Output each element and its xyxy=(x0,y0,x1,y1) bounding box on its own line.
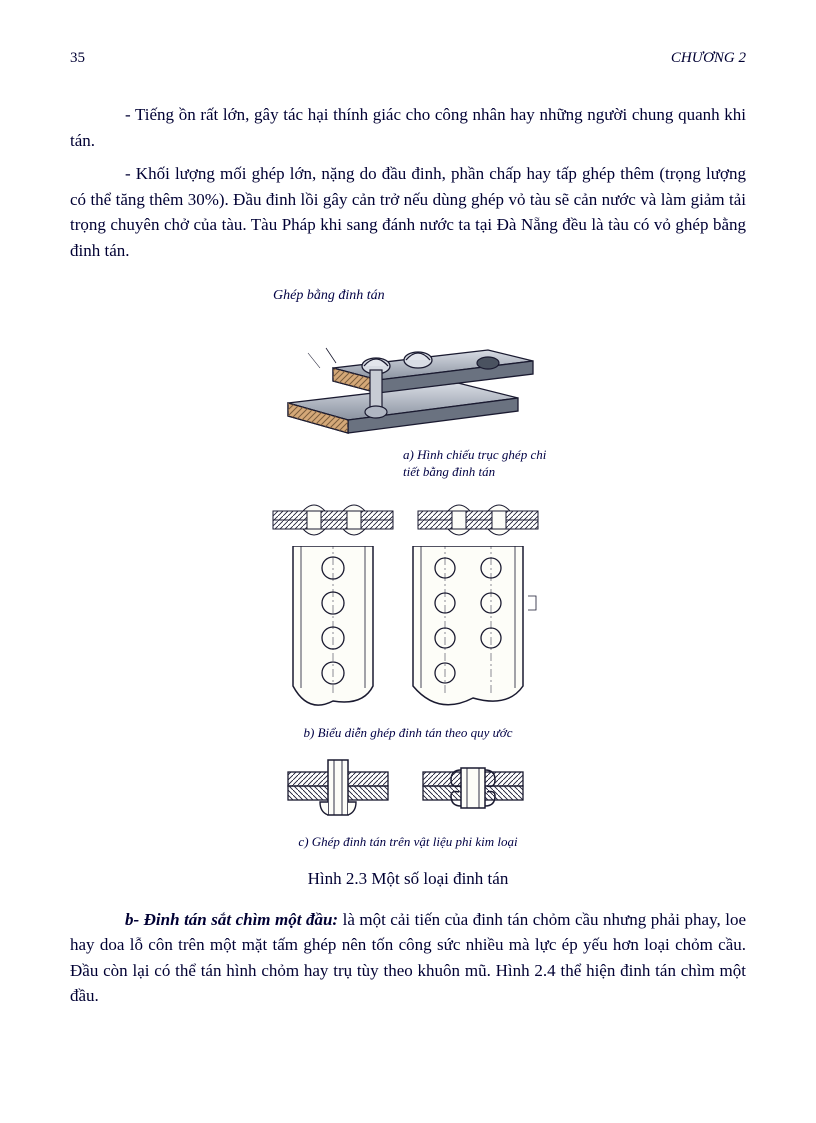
subsection-heading: b- Đinh tán sắt chìm một đầu: xyxy=(125,910,338,929)
page-header: 35 CHƯƠNG 2 xyxy=(70,50,746,67)
figure-b-cross-section xyxy=(258,491,558,546)
figure-2-3: Ghép bằng đinh tán xyxy=(70,288,746,861)
paragraph-1: - Tiếng ồn rất lớn, gây tác hại thính gi… xyxy=(70,102,746,153)
figure-b-plan-view xyxy=(258,546,558,721)
page-number: 35 xyxy=(70,50,85,67)
figure-label-a: a) Hình chiếu trục ghép chi tiết bằng đi… xyxy=(403,447,553,481)
figure-a-isometric xyxy=(258,308,558,443)
paragraph-3: b- Đinh tán sắt chìm một đầu: là một cải… xyxy=(70,907,746,1009)
figure-c-nonmetal xyxy=(268,752,548,830)
figure-top-title: Ghép bằng đinh tán xyxy=(273,288,385,304)
figure-label-c: c) Ghép đinh tán trên vật liệu phi kim l… xyxy=(298,834,517,851)
chapter-label: CHƯƠNG 2 xyxy=(671,50,746,67)
figure-caption: Hình 2.3 Một số loại đinh tán xyxy=(70,869,746,889)
figure-label-b: b) Biểu diễn ghép đinh tán theo quy ước xyxy=(304,725,513,742)
paragraph-2: - Khối lượng mối ghép lớn, nặng do đầu đ… xyxy=(70,161,746,263)
